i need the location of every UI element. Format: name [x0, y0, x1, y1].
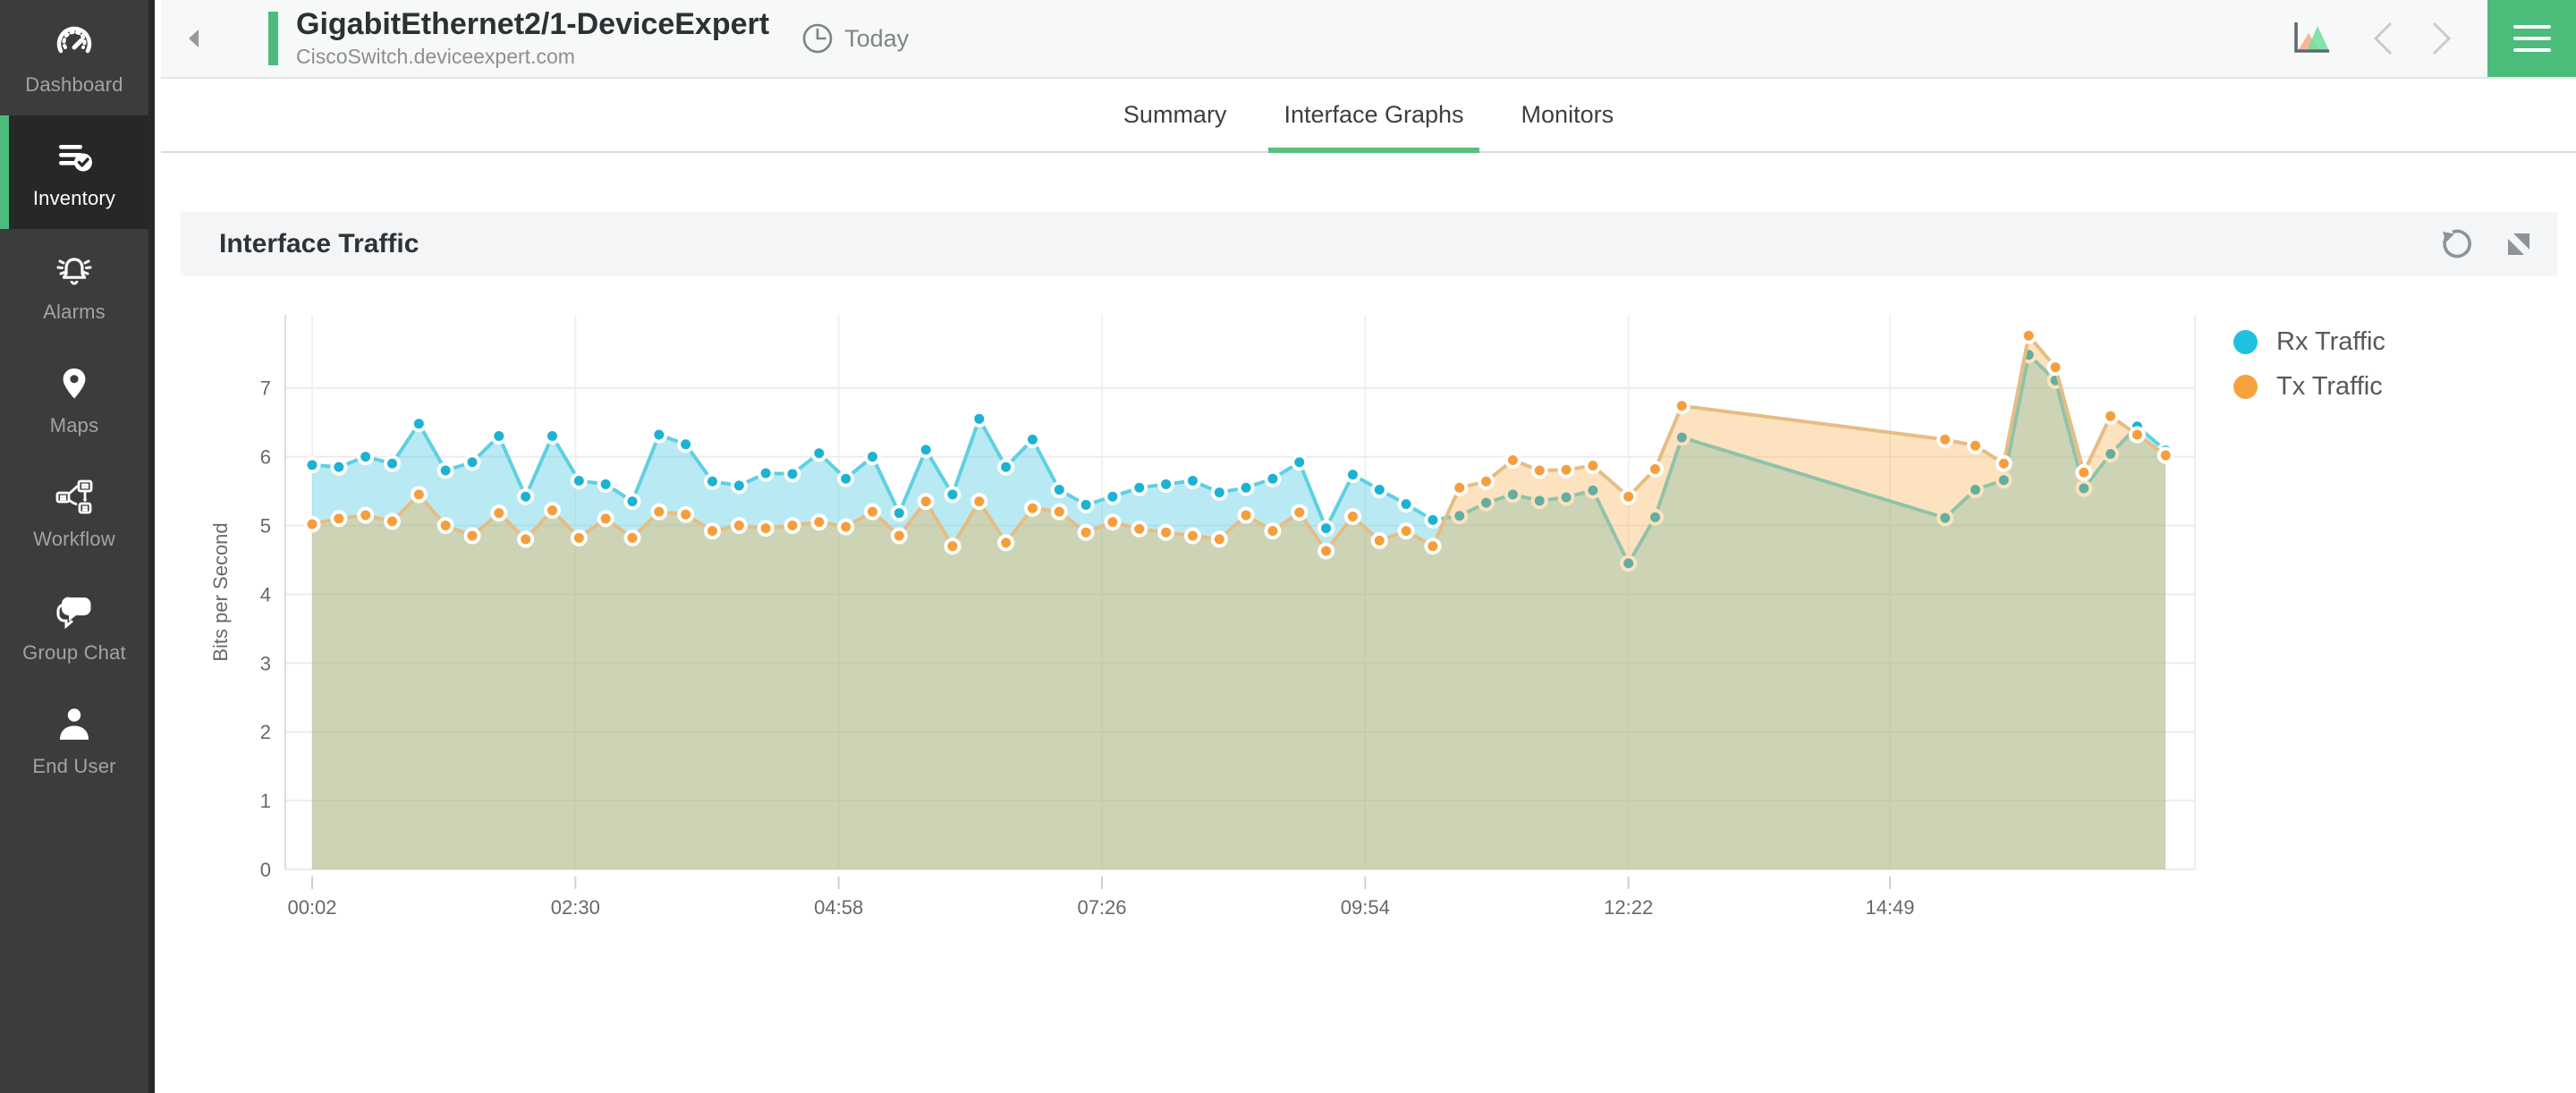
rx-legend-dot-icon — [2233, 330, 2258, 354]
area-chart-icon — [2294, 22, 2329, 53]
svg-text:0: 0 — [260, 859, 271, 881]
sidebar-item-alarms[interactable]: Alarms — [0, 229, 148, 343]
main-area: GigabitEthernet2/1-DeviceExpert CiscoSwi… — [161, 0, 2576, 1093]
svg-text:5: 5 — [260, 515, 271, 538]
svg-text:2: 2 — [260, 721, 271, 743]
svg-text:14:49: 14:49 — [1865, 896, 1914, 919]
tab-summary[interactable]: Summary — [1123, 101, 1227, 128]
svg-text:7: 7 — [260, 377, 271, 400]
svg-text:12:22: 12:22 — [1604, 896, 1653, 919]
sidebar-item-label: End User — [32, 754, 116, 777]
sidebar-item-label: Alarms — [43, 300, 106, 323]
device-title-block: GigabitEthernet2/1-DeviceExpert CiscoSwi… — [296, 6, 770, 69]
alarm-bell-icon — [53, 249, 96, 292]
sidebar-item-label: Inventory — [32, 186, 116, 209]
legend-rx-traffic[interactable]: Rx Traffic — [2233, 327, 2385, 357]
interface-traffic-panel: Interface Traffic 00:02 02:30 04:58 07:26 — [181, 212, 2557, 930]
svg-text:4: 4 — [260, 583, 271, 606]
interface-traffic-chart: 00:02 02:30 04:58 07:26 09:54 12:22 14:49 0 1 2 3 4… — [209, 315, 2196, 919]
refresh-button[interactable] — [2439, 226, 2475, 262]
person-icon — [53, 703, 96, 746]
back-arrow-icon — [189, 30, 199, 47]
sidebar-item-dashboard[interactable]: Dashboard — [0, 2, 148, 115]
sidebar-item-maps[interactable]: Maps — [0, 343, 148, 456]
top-header: GigabitEthernet2/1-DeviceExpert CiscoSwi… — [161, 0, 2576, 79]
menu-icon — [2512, 25, 2551, 29]
tx-legend-dot-icon — [2233, 375, 2258, 399]
panel-actions — [2439, 226, 2532, 262]
header-actions — [2287, 0, 2576, 77]
chat-bubbles-icon — [53, 589, 96, 632]
sidebar-item-end-user[interactable]: End User — [0, 683, 148, 797]
svg-text:00:02: 00:02 — [287, 896, 336, 919]
sidebar-item-label: Workflow — [33, 527, 115, 550]
panel-header: Interface Traffic — [181, 212, 2557, 275]
legend-label: Rx Traffic — [2276, 327, 2385, 356]
svg-text:02:30: 02:30 — [551, 896, 600, 919]
tab-interface-graphs[interactable]: Interface Graphs — [1268, 79, 1479, 153]
svg-text:3: 3 — [260, 652, 271, 674]
svg-text:6: 6 — [260, 446, 271, 469]
sidebar-item-label: Dashboard — [25, 72, 123, 96]
svg-text:1: 1 — [260, 790, 271, 812]
sidebar-item-label: Group Chat — [22, 640, 126, 664]
sidebar-item-label: Maps — [49, 413, 99, 436]
device-hostname: CiscoSwitch.deviceexpert.com — [296, 45, 575, 69]
chart-legend: Rx Traffic Tx Traffic — [2233, 327, 2385, 417]
workflow-icon — [53, 476, 96, 519]
chart-view-button[interactable] — [2287, 17, 2334, 60]
clock-icon — [802, 23, 833, 54]
sidebar-item-inventory[interactable]: Inventory — [0, 115, 148, 229]
active-indicator-bar — [0, 115, 9, 229]
map-pin-icon — [53, 362, 96, 405]
sidebar-item-group-chat[interactable]: Group Chat — [0, 570, 148, 683]
svg-text:09:54: 09:54 — [1341, 896, 1390, 919]
menu-button[interactable] — [2487, 0, 2576, 77]
refresh-icon — [2443, 229, 2471, 258]
svg-text:04:58: 04:58 — [814, 896, 863, 919]
tab-monitors[interactable]: Monitors — [1521, 101, 1614, 128]
chevron-right-icon — [2432, 21, 2452, 55]
expand-button[interactable] — [2505, 231, 2532, 258]
inventory-list-check-icon — [53, 135, 96, 178]
title-accent-bar — [268, 12, 278, 65]
sidebar: Dashboard Inventory Al — [0, 0, 155, 1093]
tab-bar: Summary Interface Graphs Monitors — [161, 79, 2576, 153]
page-title: GigabitEthernet2/1-DeviceExpert — [296, 6, 770, 41]
svg-text:07:26: 07:26 — [1077, 896, 1126, 919]
time-range-selector[interactable]: Today — [800, 21, 909, 56]
time-range-label: Today — [844, 24, 910, 52]
legend-tx-traffic[interactable]: Tx Traffic — [2233, 372, 2385, 402]
legend-label: Tx Traffic — [2276, 372, 2383, 401]
gauge-icon — [53, 21, 96, 64]
chart-container: 00:02 02:30 04:58 07:26 09:54 12:22 14:49 0 1 2 3 4… — [181, 275, 2557, 930]
panel-title: Interface Traffic — [219, 228, 419, 258]
sidebar-item-workflow[interactable]: Workflow — [0, 456, 148, 570]
expand-icon — [2508, 233, 2529, 255]
collapse-back-button[interactable] — [184, 27, 204, 50]
chevron-left-icon — [2373, 21, 2393, 55]
next-button[interactable] — [2428, 19, 2455, 58]
previous-button[interactable] — [2369, 19, 2396, 58]
svg-text:Bits per Second: Bits per Second — [209, 522, 232, 661]
